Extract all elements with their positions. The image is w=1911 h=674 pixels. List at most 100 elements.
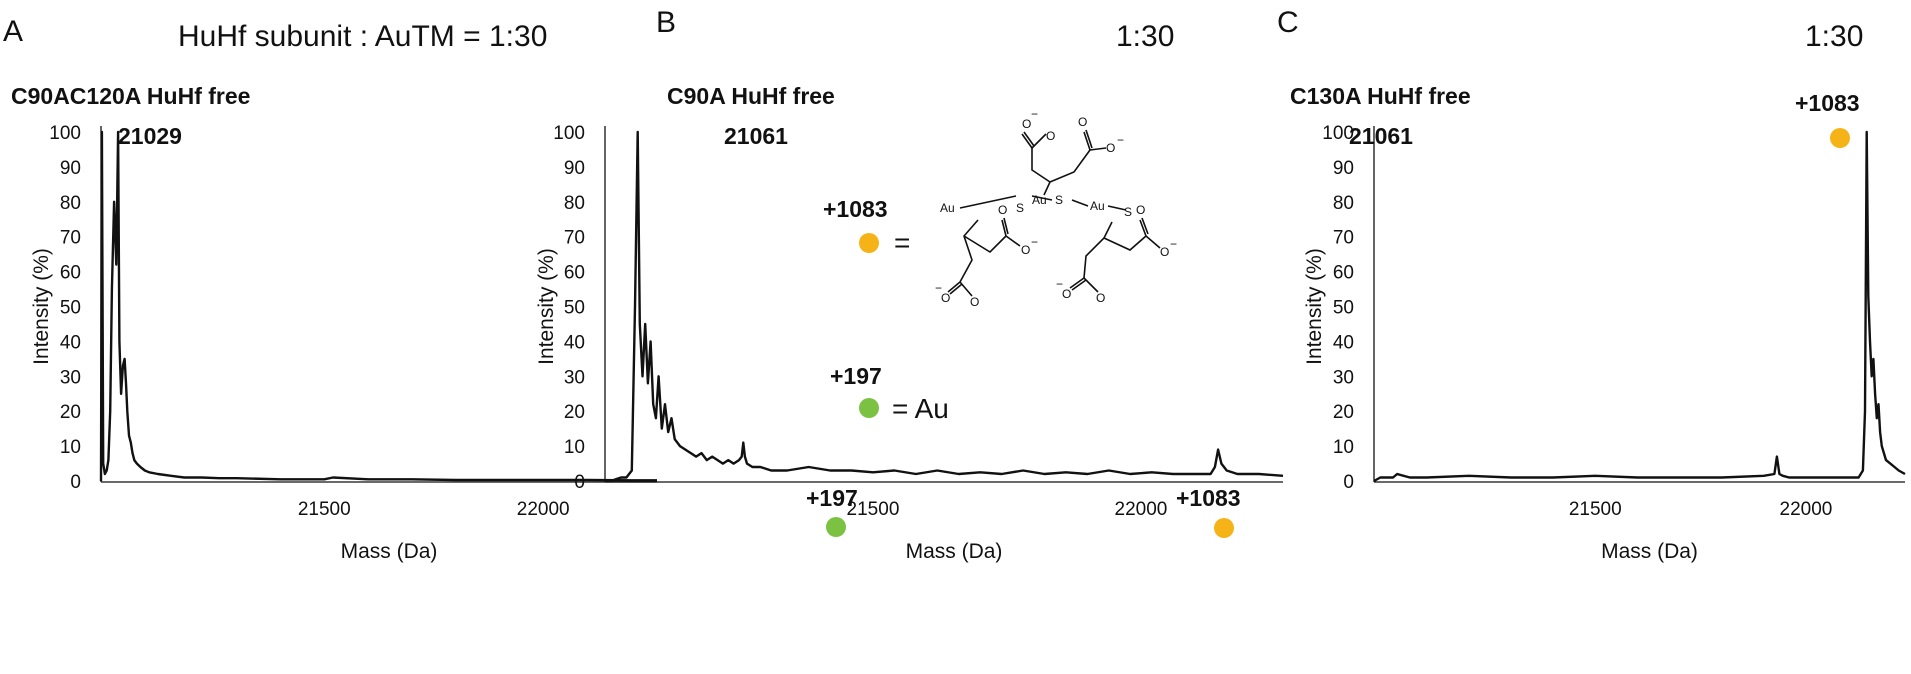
panel-letter-c: C [1277, 6, 1299, 39]
panel-letter-b: B [656, 6, 676, 39]
panel-a-y-tick-100: 100 [49, 123, 81, 144]
panel-c-y-tick-10: 10 [1333, 437, 1354, 458]
panel-c-y-tick-30: 30 [1333, 367, 1354, 388]
svg-text:−: − [935, 281, 942, 295]
svg-text:−: − [1117, 133, 1124, 147]
panel-b-x-tick-22000: 22000 [1115, 499, 1168, 520]
panel-b-x-tick-21500: 21500 [847, 499, 900, 520]
panel-a-title: C90AC120A HuHf free [11, 83, 250, 109]
legend-equals-au: = Au [892, 393, 949, 424]
svg-text:O: O [941, 291, 950, 305]
panel-c-peak-label-21061: 21061 [1349, 123, 1413, 149]
panel-c-title: C130A HuHf free [1290, 83, 1471, 109]
panel-b-x-axis-title: Mass (Da) [906, 540, 1003, 563]
panel-c-x-tick-22000: 22000 [1780, 499, 1833, 520]
panel-c-y-tick-0: 0 [1343, 472, 1354, 493]
ratio-prefix: HuHf subunit : AuTM = [178, 20, 481, 53]
panel-b-spectrum-line [605, 130, 1284, 483]
panel-c-y-tick-100: 100 [1322, 123, 1354, 144]
panel-b-peak-label-197: +197 [806, 485, 858, 511]
panel-a-y-tick-70: 70 [60, 228, 81, 249]
panel-c-y-axis-title: Intensity (%) [1303, 248, 1326, 365]
autm-structure-icon: Au S Au S Au S O − O O O − O O − O − O O… [935, 107, 1177, 309]
panel-a-y-tick-60: 60 [60, 263, 81, 284]
panel-a-spectrum-line [99, 130, 657, 482]
svg-text:−: − [1031, 235, 1038, 249]
svg-text:O: O [1021, 243, 1030, 257]
panel-b-y-tick-60: 60 [564, 263, 585, 284]
panel-b-y-tick-70: 70 [564, 228, 585, 249]
panel-a-y-tick-0: 0 [70, 472, 81, 493]
panel-b-y-tick-10: 10 [564, 437, 585, 458]
svg-text:S: S [1124, 205, 1132, 219]
panel-a-y-tick-20: 20 [60, 402, 81, 423]
ratio-a: 1:30 [489, 20, 547, 53]
panel-b-autm-marker [1214, 518, 1234, 538]
panel-a-x-tick-21500: 21500 [298, 499, 351, 520]
svg-text:Au: Au [1032, 193, 1047, 207]
ratio-c: 1:30 [1805, 20, 1863, 53]
panel-b-title: C90A HuHf free [667, 83, 835, 109]
panel-a-peak-label-21029: 21029 [118, 123, 182, 149]
panel-c-y-tick-80: 80 [1333, 193, 1354, 214]
panel-b-y-tick-40: 40 [564, 332, 585, 353]
panel-b-y-tick-30: 30 [564, 367, 585, 388]
panel-c-peak-label-1083: +1083 [1795, 90, 1860, 116]
svg-text:O: O [1136, 203, 1145, 217]
panel-a-x-axis-title: Mass (Da) [341, 540, 438, 563]
svg-text:−: − [1056, 277, 1063, 291]
svg-text:Au: Au [940, 201, 955, 215]
panel-c-x-axis-title: Mass (Da) [1601, 540, 1698, 563]
legend-autm-dot [859, 233, 879, 253]
panel-b-au-marker [826, 517, 846, 537]
panel-b-peak-label-1083: +1083 [1176, 485, 1241, 511]
panel-c-y-tick-40: 40 [1333, 332, 1354, 353]
svg-text:O: O [998, 203, 1007, 217]
svg-text:Au: Au [1090, 199, 1105, 213]
panel-b-y-tick-50: 50 [564, 298, 585, 319]
panel-c-plot: 0 10 20 30 40 50 60 70 80 90 100 21500 22000 Mass (Da… [1303, 123, 1906, 563]
legend-equals-1083: = [894, 227, 910, 258]
svg-text:S: S [1055, 193, 1063, 207]
legend-label-1083: +1083 [823, 196, 888, 222]
panel-c-autm-marker [1830, 128, 1850, 148]
panel-c-y-tick-70: 70 [1333, 228, 1354, 249]
svg-text:O: O [1062, 287, 1071, 301]
panel-b-plot: 0 10 20 30 40 50 60 70 80 90 100 21500 22000 Mass (Da… [535, 123, 1284, 563]
panel-b-y-tick-80: 80 [564, 193, 585, 214]
panel-b-y-tick-20: 20 [564, 402, 585, 423]
panel-c-y-tick-60: 60 [1333, 263, 1354, 284]
panel-c-y-tick-50: 50 [1333, 298, 1354, 319]
panel-c-y-tick-90: 90 [1333, 158, 1354, 179]
legend-au-dot [859, 398, 879, 418]
svg-text:O: O [1106, 141, 1115, 155]
svg-text:O: O [1096, 291, 1105, 305]
panel-a-y-tick-90: 90 [60, 158, 81, 179]
panel-b-y-tick-100: 100 [553, 123, 585, 144]
svg-text:−: − [1170, 237, 1177, 251]
panel-c-spectrum-line [1373, 130, 1906, 483]
legend-label-197: +197 [830, 363, 882, 389]
panel-c-x-tick-21500: 21500 [1569, 499, 1622, 520]
panel-a-y-tick-10: 10 [60, 437, 81, 458]
panel-a-y-axis-title: Intensity (%) [30, 248, 53, 365]
panel-a-x-tick-22000: 22000 [517, 499, 570, 520]
panel-b-y-tick-90: 90 [564, 158, 585, 179]
panel-b-y-tick-0: 0 [574, 472, 585, 493]
svg-text:O: O [1022, 117, 1031, 131]
panel-c-y-tick-20: 20 [1333, 402, 1354, 423]
panel-b-y-axis-title: Intensity (%) [535, 248, 558, 365]
ratio-b: 1:30 [1116, 20, 1174, 53]
svg-text:O: O [1046, 129, 1055, 143]
panel-b-peak-label-21061: 21061 [724, 123, 788, 149]
panel-a-y-tick-50: 50 [60, 298, 81, 319]
svg-text:O: O [970, 295, 979, 309]
svg-text:−: − [1031, 107, 1038, 121]
svg-text:O: O [1078, 115, 1087, 129]
panel-a-y-tick-40: 40 [60, 332, 81, 353]
panel-a-y-tick-80: 80 [60, 193, 81, 214]
panel-letter-a: A [3, 15, 23, 48]
